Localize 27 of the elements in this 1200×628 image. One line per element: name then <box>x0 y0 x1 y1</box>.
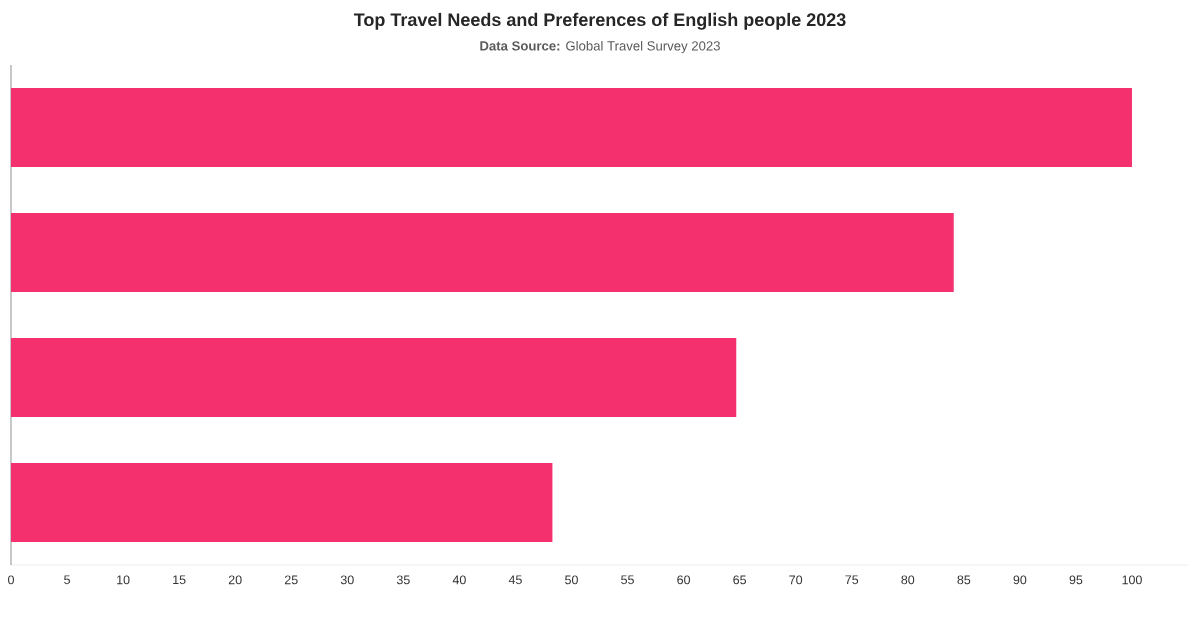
x-tick-label: 20 <box>228 575 242 585</box>
x-tick-label: 75 <box>845 575 859 585</box>
x-tick-label: 85 <box>957 575 971 585</box>
x-tick-label: 30 <box>340 575 354 585</box>
chart-title: Top Travel Needs and Preferences of English people 2023 <box>353 12 846 30</box>
x-tick-label: 5 <box>64 575 70 585</box>
x-tick-label: 60 <box>677 575 691 585</box>
bar <box>11 88 1132 167</box>
chart-subtitle: Data Source: Global Travel Survey 2023 <box>480 40 720 54</box>
x-tick-label: 65 <box>733 575 747 585</box>
x-tick-label: 90 <box>1013 575 1027 585</box>
x-tick-label: 35 <box>396 575 410 585</box>
x-tick-label: 45 <box>508 575 522 585</box>
x-tick-label: 55 <box>621 575 634 585</box>
bar <box>11 338 737 417</box>
x-tick-label: 95 <box>1069 575 1083 585</box>
x-tick-label: 50 <box>565 575 578 585</box>
x-tick-label: 40 <box>452 575 466 585</box>
bar <box>11 463 553 542</box>
bar <box>11 213 954 292</box>
x-tick-label: 70 <box>789 575 803 585</box>
x-tick-label: 80 <box>901 575 915 585</box>
x-tick-label: 0 <box>8 575 14 585</box>
x-tick-label: 15 <box>173 575 186 585</box>
x-tick-label: 10 <box>117 575 130 585</box>
x-tick-label: 100 <box>1122 575 1142 585</box>
x-tick-label: 25 <box>284 575 298 585</box>
